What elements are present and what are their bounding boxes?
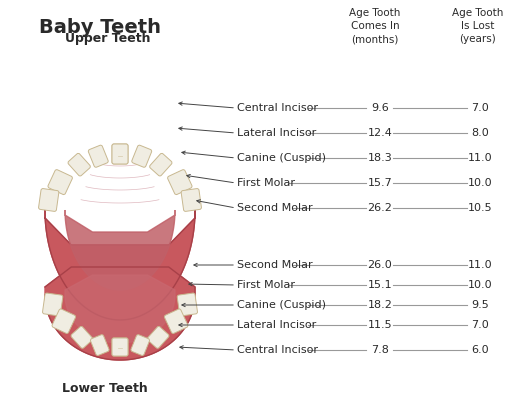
Text: First Molar: First Molar [237, 280, 295, 290]
FancyBboxPatch shape [89, 145, 108, 167]
Text: 15.1: 15.1 [368, 280, 392, 290]
Text: 15.7: 15.7 [368, 178, 392, 188]
Polygon shape [65, 275, 175, 343]
Text: 10.0: 10.0 [467, 178, 492, 188]
Text: 11.5: 11.5 [368, 320, 392, 330]
Text: 18.2: 18.2 [368, 300, 392, 310]
Polygon shape [45, 210, 195, 320]
FancyBboxPatch shape [52, 309, 76, 334]
Text: First Molar: First Molar [237, 178, 295, 188]
FancyBboxPatch shape [181, 188, 201, 211]
FancyBboxPatch shape [147, 326, 169, 348]
FancyBboxPatch shape [132, 145, 152, 167]
Text: Canine (Cuspid): Canine (Cuspid) [237, 300, 326, 310]
Text: Lower Teeth: Lower Teeth [62, 382, 148, 395]
Text: 10.5: 10.5 [467, 203, 492, 213]
Text: Central Incisor: Central Incisor [237, 103, 318, 113]
Text: 11.0: 11.0 [467, 260, 492, 270]
Text: Lateral Incisor: Lateral Incisor [237, 128, 316, 138]
Text: Age Tooth
Comes In
(months): Age Tooth Comes In (months) [349, 8, 401, 44]
Text: 26.2: 26.2 [368, 203, 392, 213]
FancyBboxPatch shape [149, 153, 172, 176]
Text: Second Molar: Second Molar [237, 203, 313, 213]
FancyBboxPatch shape [167, 170, 192, 195]
FancyBboxPatch shape [91, 335, 109, 356]
FancyBboxPatch shape [42, 293, 63, 316]
Polygon shape [65, 210, 175, 290]
Text: 8.0: 8.0 [471, 128, 489, 138]
FancyBboxPatch shape [112, 144, 128, 164]
FancyBboxPatch shape [71, 326, 93, 348]
Text: 26.0: 26.0 [368, 260, 392, 270]
Polygon shape [45, 267, 195, 360]
Text: Upper Teeth: Upper Teeth [65, 32, 151, 45]
Text: 9.5: 9.5 [471, 300, 489, 310]
Text: 9.6: 9.6 [371, 103, 389, 113]
Text: 7.0: 7.0 [471, 103, 489, 113]
FancyBboxPatch shape [177, 293, 198, 316]
FancyBboxPatch shape [112, 338, 128, 356]
Text: 10.0: 10.0 [467, 280, 492, 290]
Text: 18.3: 18.3 [368, 153, 392, 163]
FancyBboxPatch shape [48, 170, 73, 195]
FancyBboxPatch shape [164, 309, 188, 334]
FancyBboxPatch shape [112, 338, 128, 356]
FancyBboxPatch shape [112, 144, 128, 164]
Text: Age Tooth
Is Lost
(years): Age Tooth Is Lost (years) [452, 8, 503, 44]
Text: 11.0: 11.0 [467, 153, 492, 163]
Text: Canine (Cuspid): Canine (Cuspid) [237, 153, 326, 163]
Text: 12.4: 12.4 [368, 128, 392, 138]
Text: 6.0: 6.0 [471, 345, 489, 355]
Text: Lateral Incisor: Lateral Incisor [237, 320, 316, 330]
FancyBboxPatch shape [68, 153, 91, 176]
Text: Baby Teeth: Baby Teeth [39, 18, 161, 37]
FancyBboxPatch shape [131, 335, 149, 356]
Text: 7.0: 7.0 [471, 320, 489, 330]
Text: Second Molar: Second Molar [237, 260, 313, 270]
Text: Central Incisor: Central Incisor [237, 345, 318, 355]
Text: 7.8: 7.8 [371, 345, 389, 355]
FancyBboxPatch shape [39, 188, 59, 211]
